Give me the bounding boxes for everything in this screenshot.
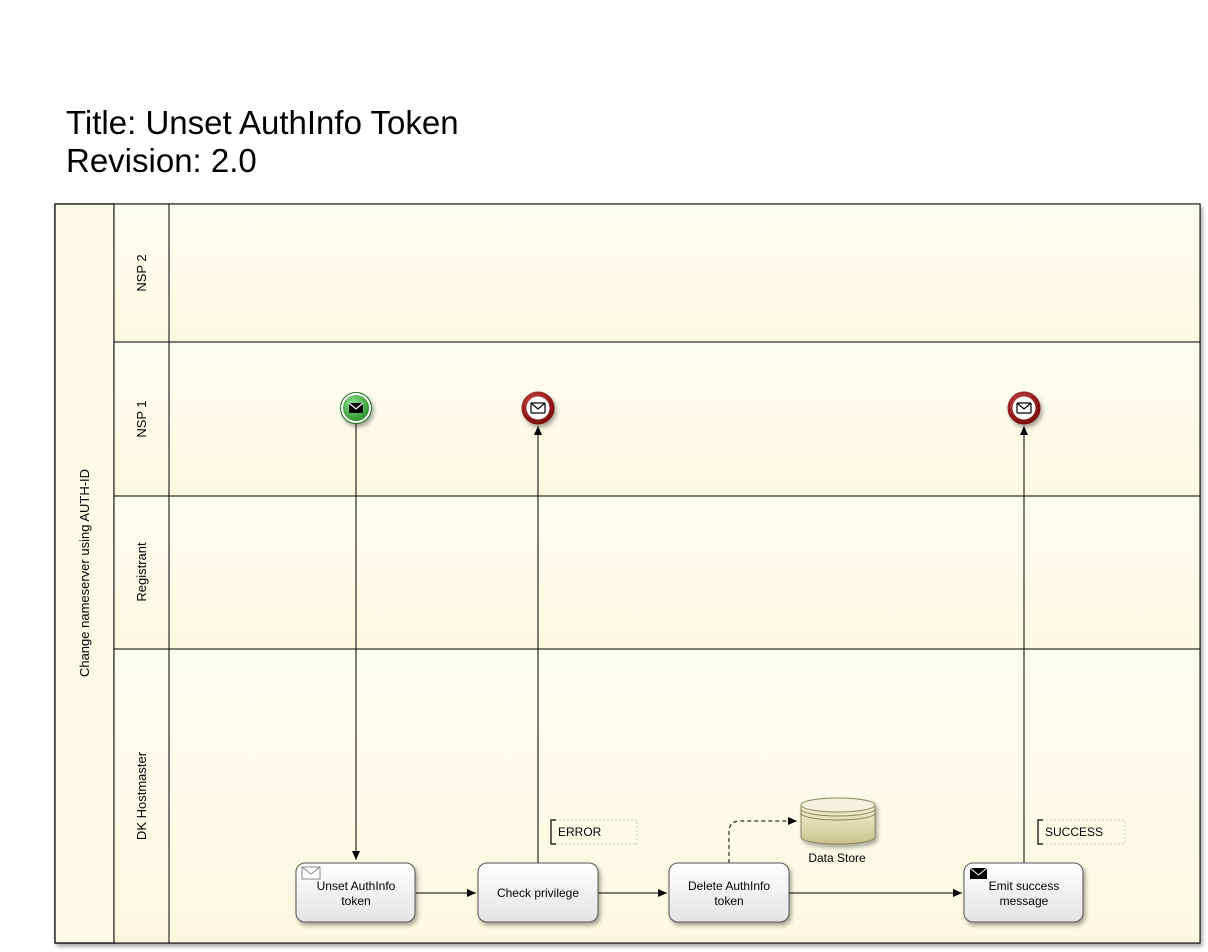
annotation-success: SUCCESS (1037, 819, 1126, 845)
pool-label: Change nameserver using AUTH-ID (77, 469, 92, 677)
lane-label-nsp2: NSP 2 (134, 254, 149, 291)
data-store-label: Data Store (808, 851, 866, 865)
envelope-icon (530, 402, 546, 414)
diagram-title: Title: Unset AuthInfo Token (66, 104, 459, 141)
send-message-icon (969, 867, 988, 879)
receive-message-icon (301, 866, 321, 880)
lane-nsp2: NSP 2 (113, 203, 1201, 343)
task-label-line: Delete AuthInfo (688, 879, 770, 893)
annotation-success-text: SUCCESS (1045, 825, 1103, 839)
task-emit-success-message: Emit success message (963, 862, 1084, 923)
lane-registrant: Registrant (113, 495, 1201, 650)
diagram-header: Title: Unset AuthInfo Token Revision: 2.… (66, 104, 459, 180)
task-label-line: message (1000, 894, 1049, 908)
lane-nsp1: NSP 1 (113, 341, 1201, 497)
annotation-error: ERROR (550, 819, 638, 845)
task-label-line: Emit success (989, 879, 1060, 893)
task-label-line: Unset AuthInfo (317, 879, 396, 893)
task-unset-authinfo-token: Unset AuthInfo token (295, 862, 416, 923)
annotation-error-text: ERROR (558, 825, 602, 839)
task-check-privilege: Check privilege (477, 862, 599, 923)
lane-dk-hostmaster: DK Hostmaster (113, 648, 1201, 944)
diagram-revision: Revision: 2.0 (66, 142, 257, 179)
lane-label-nsp1: NSP 1 (134, 400, 149, 437)
task-delete-authinfo-token: Delete AuthInfo token (668, 862, 790, 923)
envelope-icon (348, 402, 364, 413)
lane-label-registrant: Registrant (134, 542, 149, 602)
task-label: Check privilege (497, 886, 579, 900)
flows (352, 424, 1028, 897)
envelope-icon (1016, 402, 1032, 414)
lane-label-dk-hostmaster: DK Hostmaster (134, 751, 149, 840)
association-delete-to-datastore (728, 817, 797, 863)
data-store (800, 797, 876, 845)
task-label-line: token (714, 894, 743, 908)
task-label-line: token (341, 894, 370, 908)
